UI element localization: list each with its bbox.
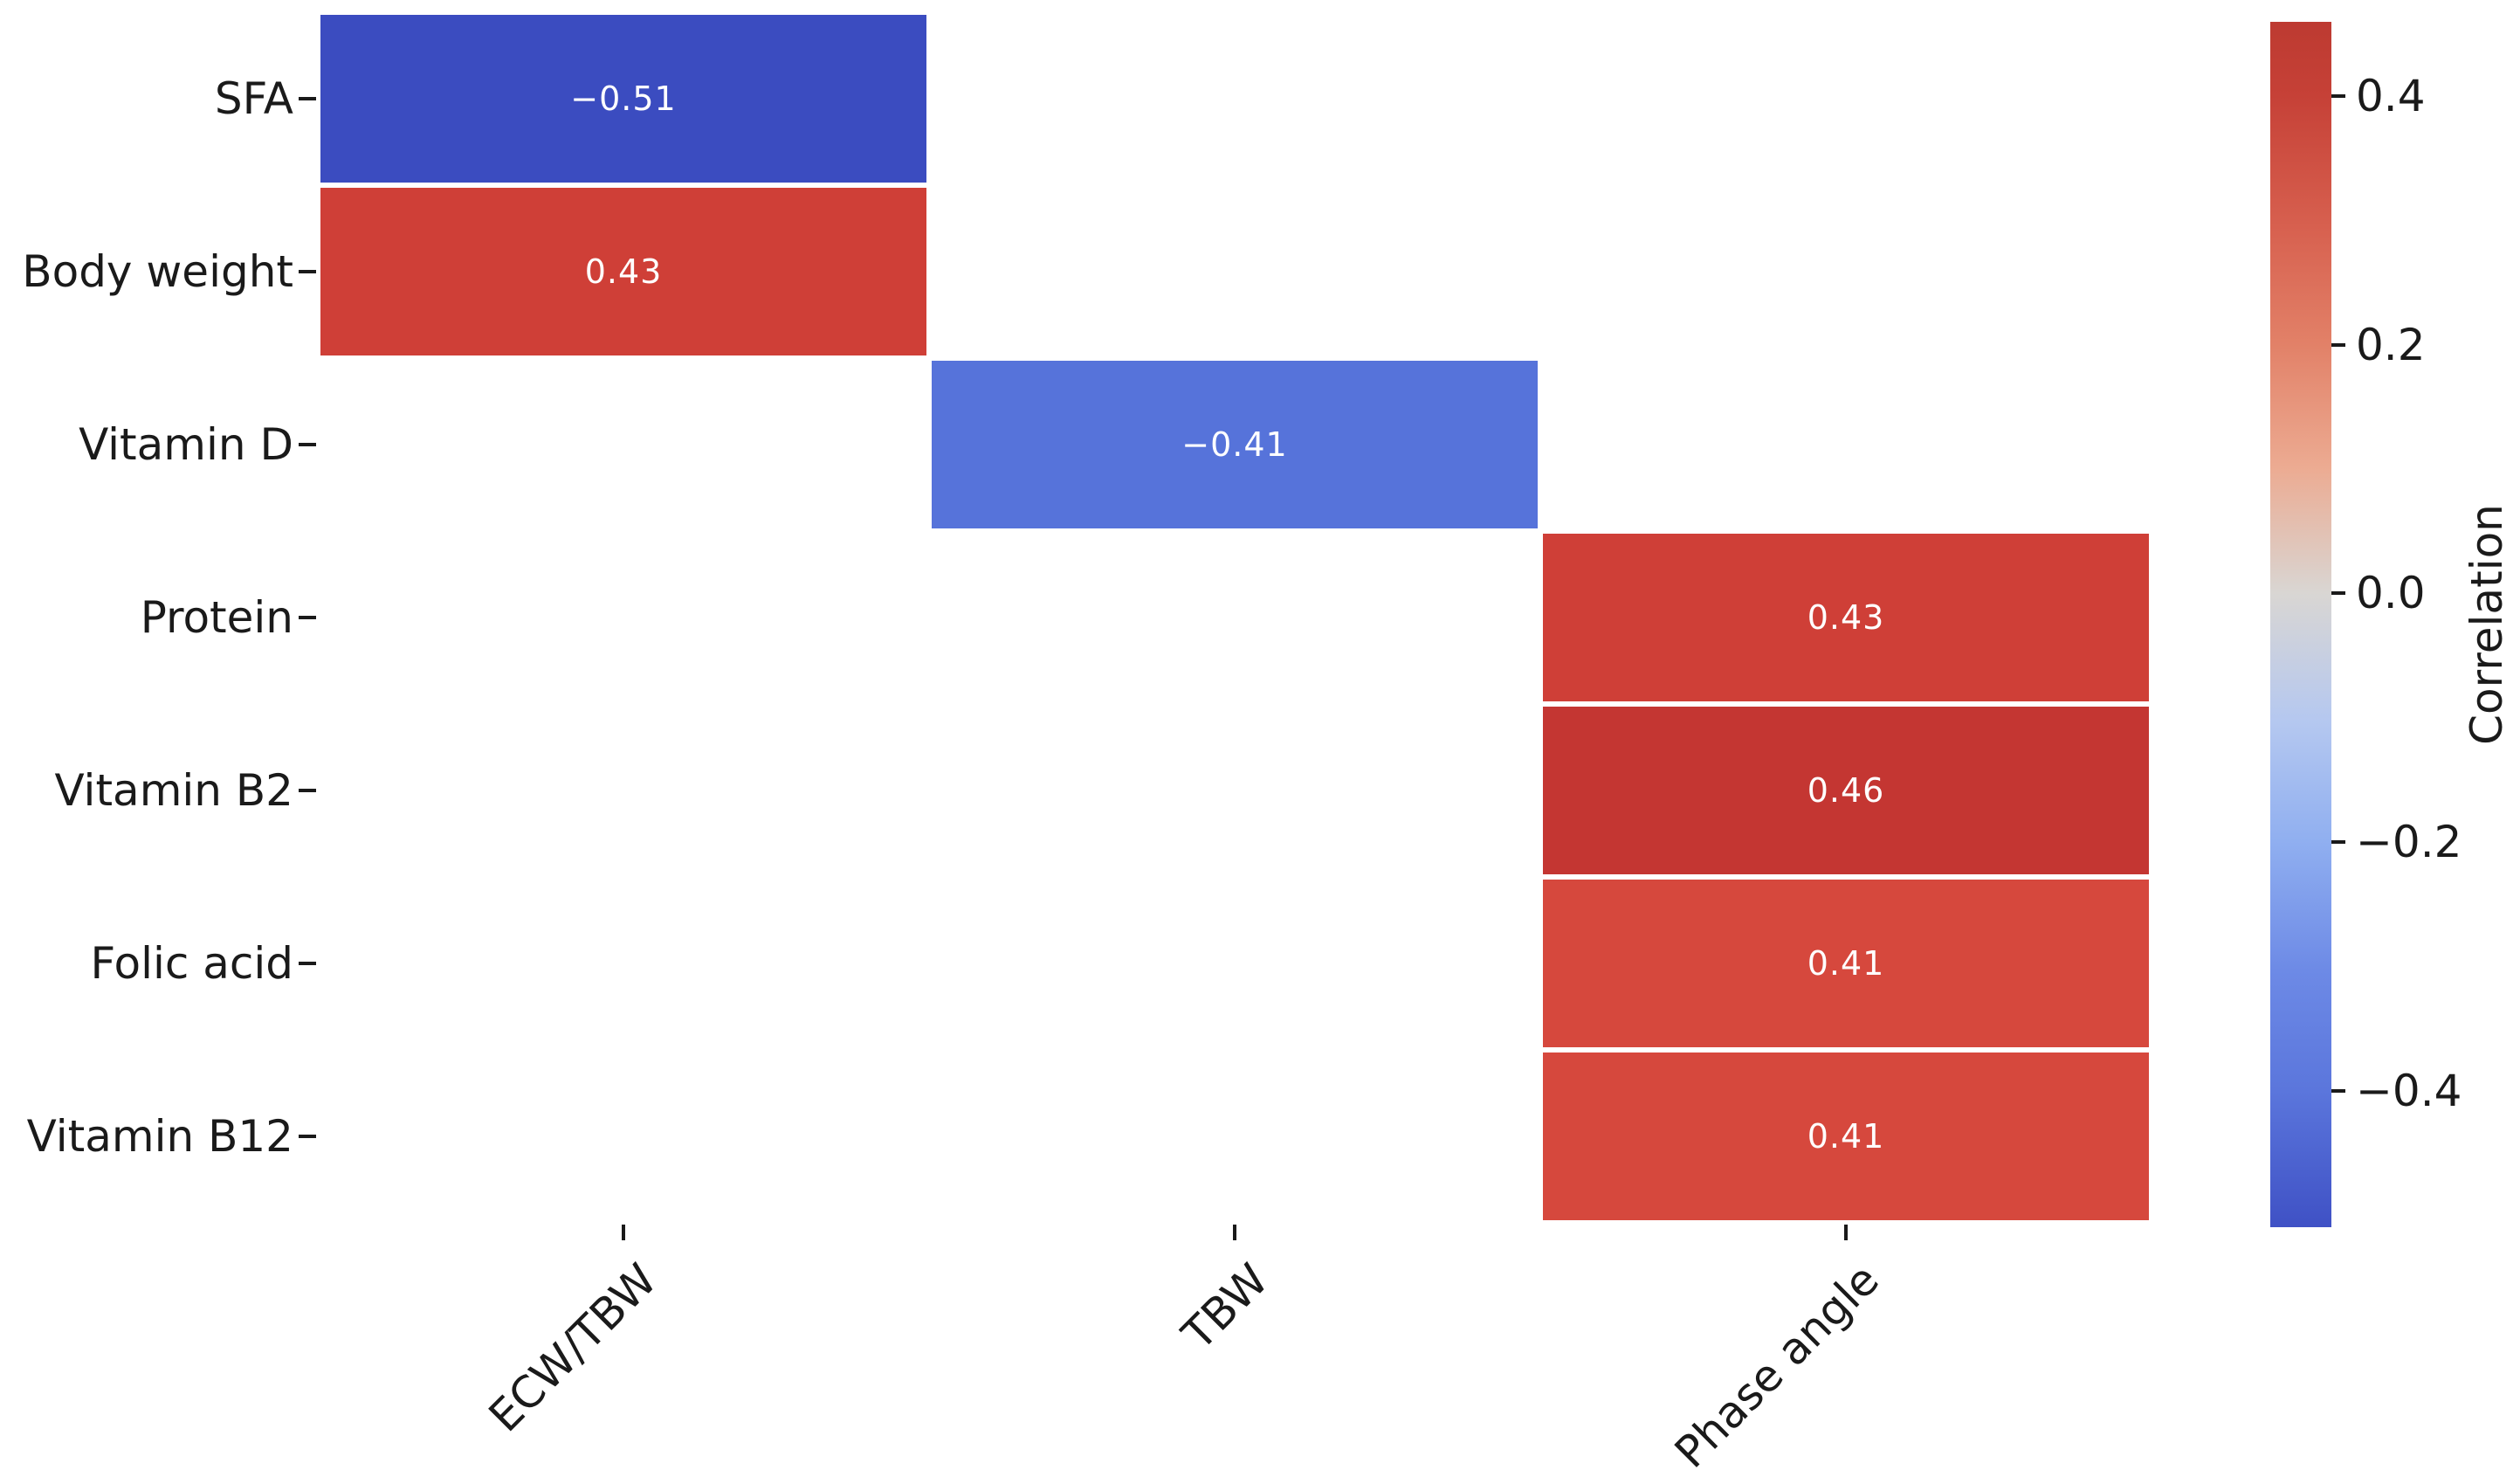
heatmap-cell: 0.43 bbox=[320, 188, 926, 355]
cell-value: 0.41 bbox=[1807, 1117, 1885, 1156]
cell-value: −0.51 bbox=[570, 79, 677, 118]
y-tick-mark bbox=[299, 789, 316, 792]
colorbar-axis-label: Correlation bbox=[2461, 504, 2512, 745]
y-tick-mark bbox=[299, 97, 316, 100]
y-tick-label: Body weight bbox=[22, 246, 293, 297]
colorbar-tick-mark bbox=[2331, 94, 2345, 99]
heatmap-cell: 0.41 bbox=[1543, 880, 2149, 1047]
y-tick-label: Vitamin B12 bbox=[26, 1111, 293, 1162]
y-tick-mark bbox=[299, 443, 316, 446]
heatmap-cell: 0.46 bbox=[1543, 707, 2149, 874]
x-tick-label: Phase angle bbox=[1665, 1254, 1890, 1477]
cell-value: 0.41 bbox=[1807, 944, 1885, 983]
cell-value: 0.46 bbox=[1807, 771, 1885, 810]
x-tick-mark bbox=[1233, 1225, 1236, 1240]
x-tick-label: TBW bbox=[1172, 1254, 1278, 1360]
x-tick-label: ECW/TBW bbox=[479, 1254, 667, 1442]
cell-value: 0.43 bbox=[584, 252, 663, 291]
y-tick-label: Vitamin B2 bbox=[54, 765, 293, 816]
colorbar-tick-label: −0.4 bbox=[2356, 1065, 2462, 1116]
y-tick-mark bbox=[299, 270, 316, 273]
heatmap-cell: −0.51 bbox=[320, 15, 926, 183]
x-tick-mark bbox=[622, 1225, 625, 1240]
y-tick-mark bbox=[299, 616, 316, 619]
y-tick-label: Folic acid bbox=[90, 938, 294, 989]
colorbar-tick-mark bbox=[2331, 342, 2345, 347]
colorbar bbox=[2270, 22, 2331, 1227]
colorbar-tick-label: −0.2 bbox=[2356, 816, 2462, 867]
heatmap-cell: 0.41 bbox=[1543, 1053, 2149, 1220]
colorbar-tick-mark bbox=[2331, 839, 2345, 844]
heatmap-cell: 0.43 bbox=[1543, 534, 2149, 701]
colorbar-tick-label: 0.4 bbox=[2356, 71, 2426, 122]
cell-value: −0.41 bbox=[1181, 425, 1288, 464]
colorbar-tick-mark bbox=[2331, 591, 2345, 596]
y-tick-label: Vitamin D bbox=[79, 419, 293, 470]
colorbar-tick-label: 0.2 bbox=[2356, 319, 2426, 370]
heatmap-cell: −0.41 bbox=[932, 361, 1538, 528]
y-tick-label: Protein bbox=[140, 592, 293, 643]
y-tick-mark bbox=[299, 1135, 316, 1138]
y-tick-mark bbox=[299, 962, 316, 965]
y-tick-label: SFA bbox=[214, 73, 293, 124]
cell-value: 0.43 bbox=[1807, 598, 1885, 637]
x-tick-mark bbox=[1844, 1225, 1848, 1240]
colorbar-tick-mark bbox=[2331, 1088, 2345, 1093]
colorbar-tick-label: 0.0 bbox=[2356, 568, 2426, 619]
